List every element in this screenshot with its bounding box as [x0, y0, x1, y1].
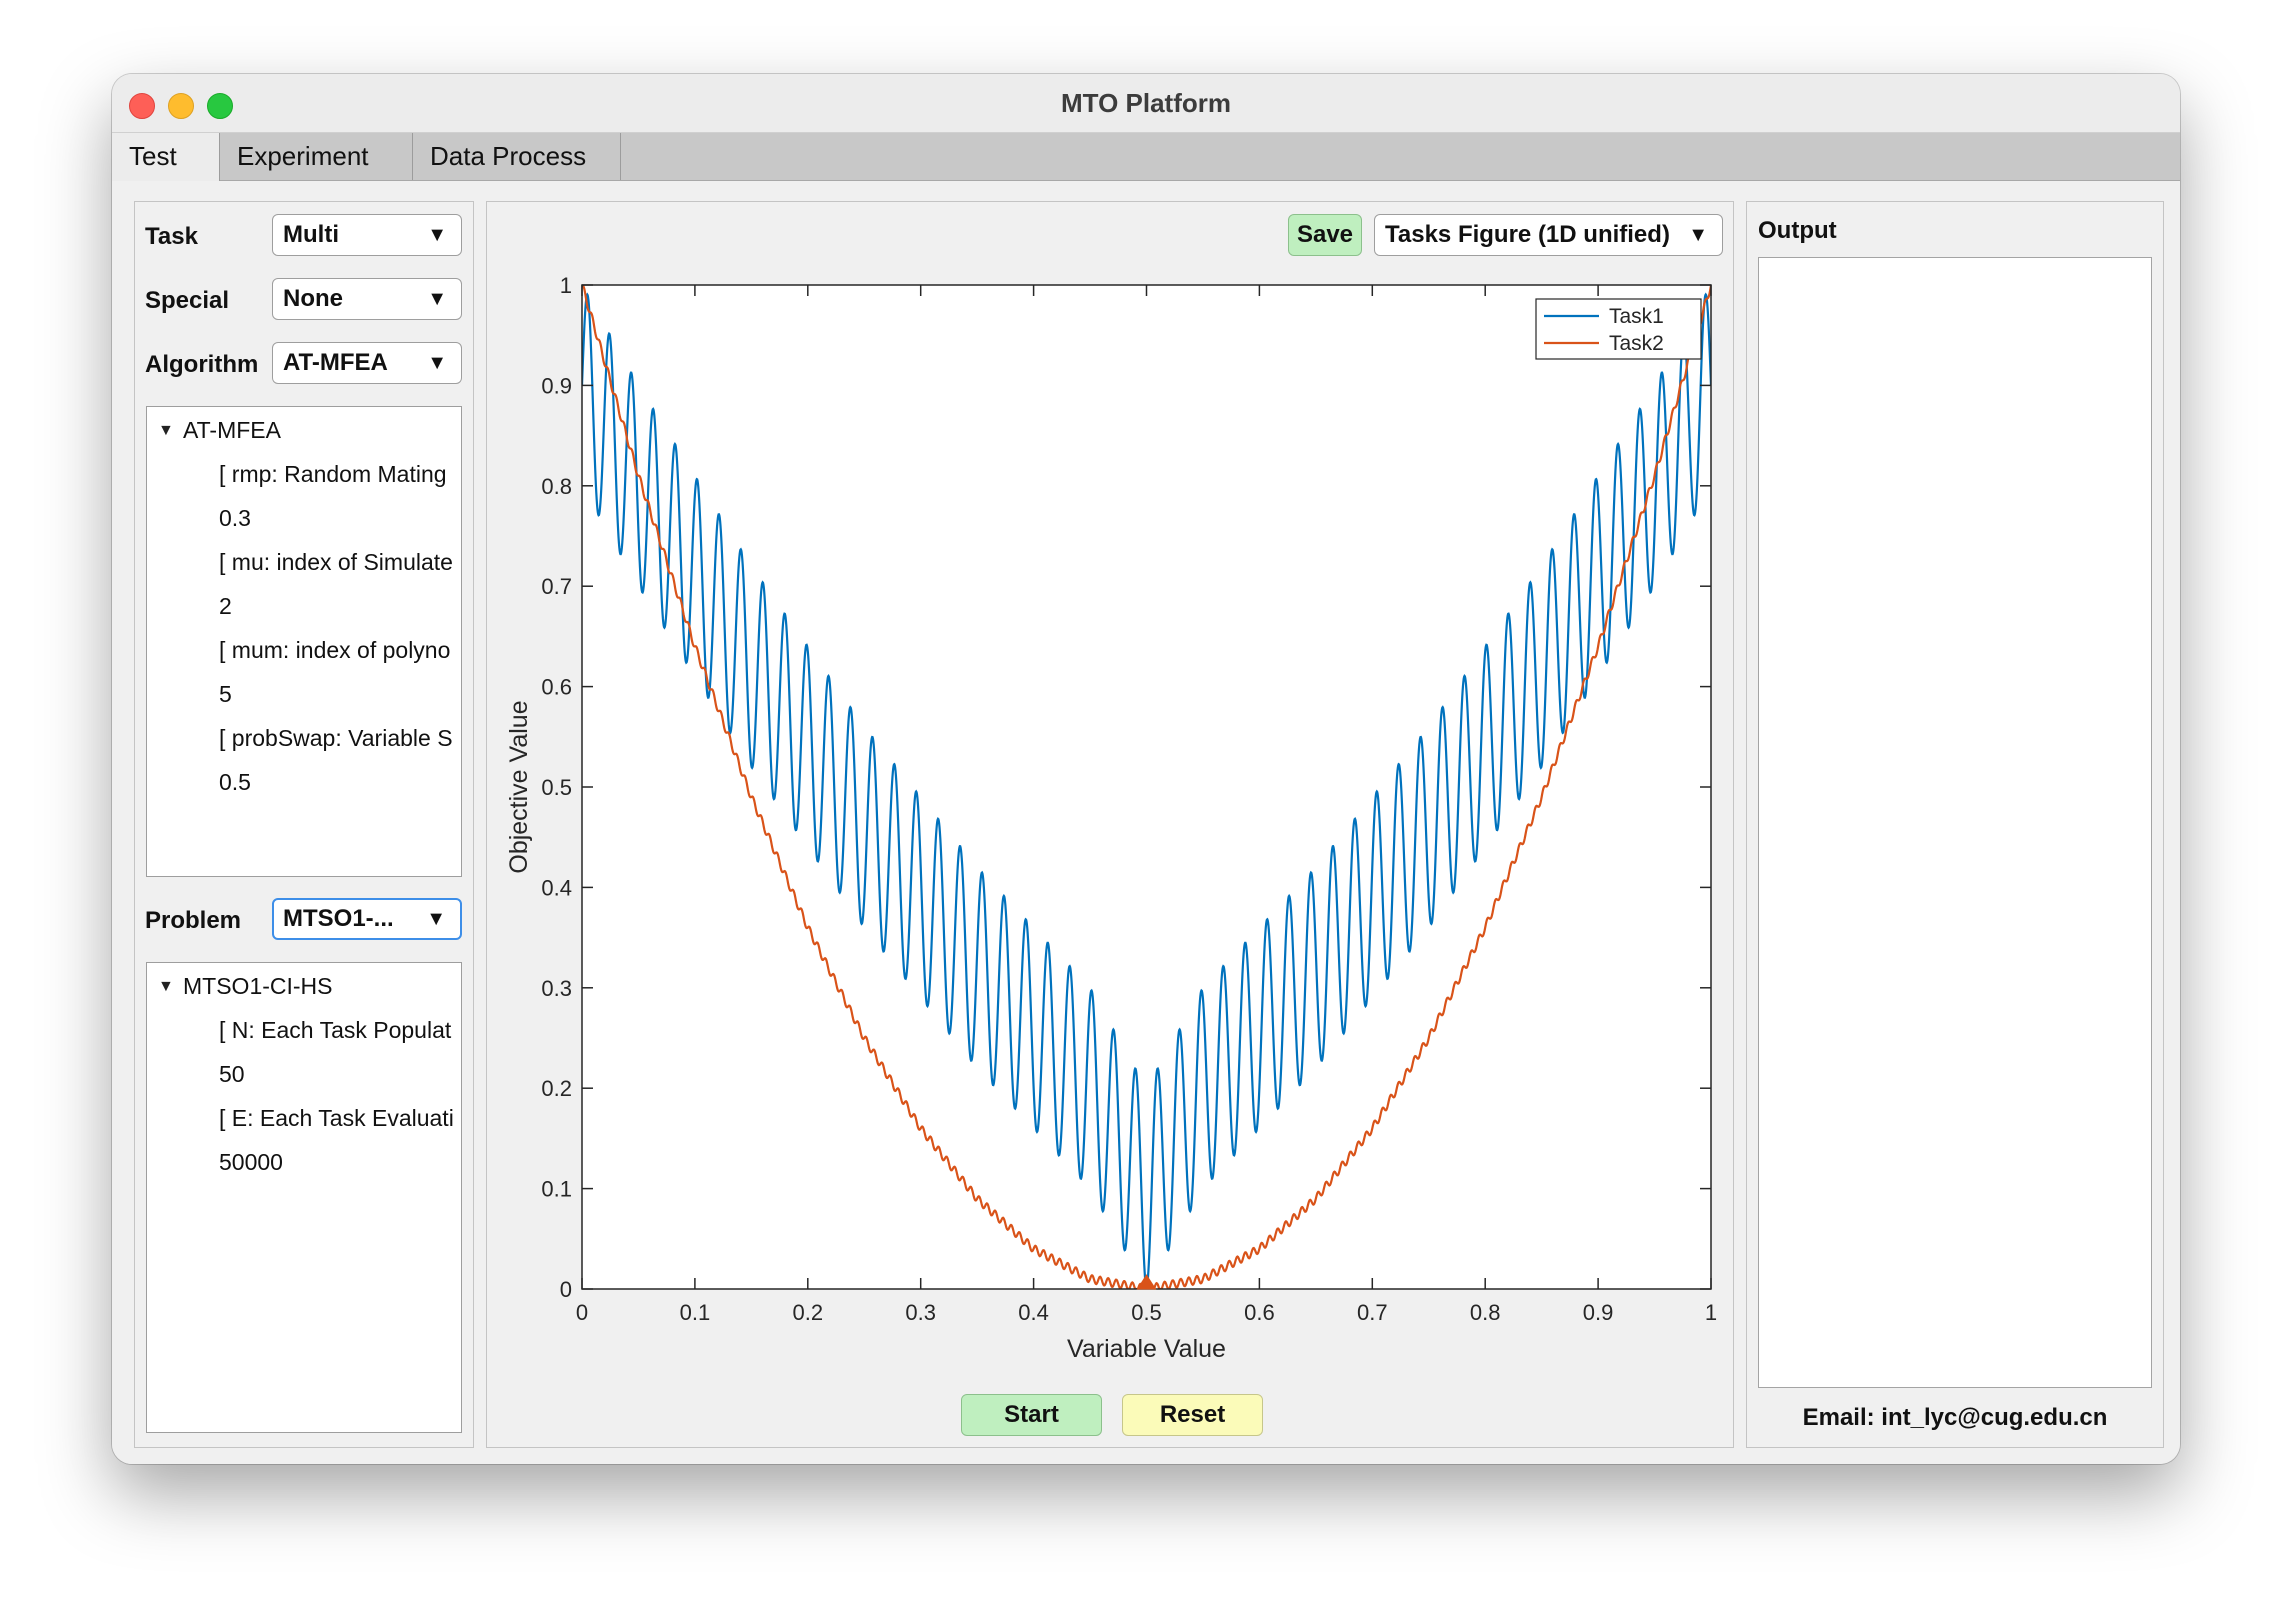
- zoom-window-button[interactable]: [207, 93, 233, 119]
- special-dropdown[interactable]: None ▼: [272, 278, 462, 320]
- task-dropdown[interactable]: Multi ▼: [272, 214, 462, 256]
- x-tick-label: 0.3: [905, 1300, 936, 1325]
- y-tick-label: 0.3: [541, 976, 572, 1001]
- algorithm-dropdown[interactable]: AT-MFEA ▼: [272, 342, 462, 384]
- x-axis-label: Variable Value: [1067, 1335, 1226, 1363]
- chevron-down-icon: ▼: [426, 908, 446, 930]
- y-axis-label: Objective Value: [505, 700, 533, 873]
- y-tick-label: 0.8: [541, 474, 572, 499]
- figure-type-value: Tasks Figure (1D unified): [1385, 221, 1670, 248]
- problem-label: Problem: [145, 907, 242, 934]
- tree-root-algorithm[interactable]: AT-MFEA: [183, 417, 281, 443]
- y-tick-label: 0.5: [541, 775, 572, 800]
- tree-param-value[interactable]: 50: [219, 1061, 245, 1087]
- x-tick-label: 0.5: [1131, 1300, 1162, 1325]
- x-tick-label: 0: [576, 1300, 588, 1325]
- tree-param-value[interactable]: 0.5: [219, 769, 251, 795]
- figure-panel: Save Tasks Figure (1D unified) ▼ 0 0.1 0.2…: [486, 201, 1734, 1448]
- problem-value: MTSO1-...: [283, 905, 394, 932]
- tree-param-name[interactable]: [ N: Each Task Populat: [219, 1017, 452, 1043]
- task-value: Multi: [283, 221, 339, 248]
- y-tick-label: 0.4: [541, 875, 572, 900]
- y-tick-label: 0.1: [541, 1177, 572, 1202]
- output-panel: Output Email: int_lyc@cug.edu.cn: [1746, 201, 2164, 1448]
- chevron-down-icon: ▼: [1688, 224, 1708, 246]
- plot-area: [582, 285, 1711, 1289]
- chevron-down-icon: ▼: [427, 352, 447, 374]
- algorithm-label: Algorithm: [145, 351, 259, 378]
- tree-param-name[interactable]: [ mum: index of polyno: [219, 637, 451, 663]
- y-tick-label: 1: [560, 273, 572, 298]
- tree-param-value[interactable]: 5: [219, 681, 232, 707]
- close-window-button[interactable]: [129, 93, 155, 119]
- main-content: Task Multi ▼ Special None ▼ Algorithm AT…: [112, 181, 2180, 1464]
- y-tick-label: 0.2: [541, 1076, 572, 1101]
- task1-series-line: [582, 292, 1711, 1289]
- expand-triangle-icon[interactable]: ▼: [158, 978, 174, 995]
- x-tick-label: 0.7: [1357, 1300, 1388, 1325]
- problem-dropdown[interactable]: MTSO1-... ▼: [272, 898, 462, 940]
- minimize-window-button[interactable]: [168, 93, 194, 119]
- title-bar: MTO Platform: [112, 74, 2180, 133]
- chevron-down-icon: ▼: [427, 224, 447, 246]
- legend-label-task2: Task2: [1609, 332, 1664, 355]
- tasks-figure-chart[interactable]: 0 0.1 0.2 0.3 0.4 0.5 0.6 0.7 0.8 0.9 1 0 0.1 0.2 0.3 0…: [487, 262, 1733, 1372]
- figure-type-dropdown[interactable]: Tasks Figure (1D unified) ▼: [1374, 214, 1723, 256]
- tree-param-value[interactable]: 2: [219, 593, 232, 619]
- window-title: MTO Platform: [1061, 88, 1231, 118]
- contact-email: Email: int_lyc@cug.edu.cn: [1802, 1404, 2108, 1431]
- tab-data-process[interactable]: Data Process: [413, 133, 621, 180]
- special-value: None: [283, 285, 343, 312]
- x-tick-label: 0.9: [1583, 1300, 1614, 1325]
- settings-panel: Task Multi ▼ Special None ▼ Algorithm AT…: [134, 201, 474, 1448]
- algorithm-value: AT-MFEA: [283, 349, 388, 376]
- legend-label-task1: Task1: [1609, 305, 1664, 328]
- x-tick-label: 0.8: [1470, 1300, 1501, 1325]
- tree-param-name[interactable]: [ E: Each Task Evaluati: [219, 1105, 454, 1131]
- problem-parameter-tree[interactable]: ▼ MTSO1-CI-HS [ N: Each Task Populat 50 …: [146, 962, 462, 1433]
- x-tick-label: 0.1: [680, 1300, 711, 1325]
- tree-param-name[interactable]: [ rmp: Random Mating: [219, 461, 447, 487]
- save-button[interactable]: Save: [1288, 214, 1362, 256]
- app-window: MTO Platform Test Experiment Data Proces…: [112, 74, 2180, 1464]
- tab-test[interactable]: Test: [112, 133, 220, 181]
- x-tick-label: 0.4: [1018, 1300, 1049, 1325]
- special-label: Special: [145, 287, 230, 314]
- expand-triangle-icon[interactable]: ▼: [158, 422, 174, 439]
- y-tick-label: 0: [560, 1277, 572, 1302]
- legend-box: [1535, 298, 1702, 360]
- y-tick-label: 0.9: [541, 373, 572, 398]
- start-button[interactable]: Start: [961, 1394, 1102, 1436]
- tree-param-name[interactable]: [ probSwap: Variable S: [219, 725, 453, 751]
- tree-root-problem[interactable]: MTSO1-CI-HS: [183, 973, 333, 999]
- tree-param-name[interactable]: [ mu: index of Simulate: [219, 549, 453, 575]
- optimum-marker: [1136, 1274, 1157, 1290]
- tree-param-value[interactable]: 0.3: [219, 505, 251, 531]
- output-label: Output: [1758, 217, 1837, 244]
- x-tick-label: 0.6: [1244, 1300, 1275, 1325]
- task2-series-line: [582, 285, 1711, 1289]
- output-textarea[interactable]: [1758, 257, 2152, 1388]
- y-tick-label: 0.6: [541, 675, 572, 700]
- x-tick-label: 0.2: [793, 1300, 824, 1325]
- tree-param-value[interactable]: 50000: [219, 1149, 283, 1175]
- y-tick-label: 0.7: [541, 574, 572, 599]
- chevron-down-icon: ▼: [427, 288, 447, 310]
- tab-bar: Test Experiment Data Process: [112, 133, 2180, 181]
- x-tick-label: 1: [1705, 1300, 1717, 1325]
- tab-experiment[interactable]: Experiment: [220, 133, 413, 180]
- task-label: Task: [145, 223, 198, 250]
- reset-button[interactable]: Reset: [1122, 1394, 1263, 1436]
- algorithm-parameter-tree[interactable]: ▼ AT-MFEA [ rmp: Random Mating 0.3 [ mu:…: [146, 406, 462, 877]
